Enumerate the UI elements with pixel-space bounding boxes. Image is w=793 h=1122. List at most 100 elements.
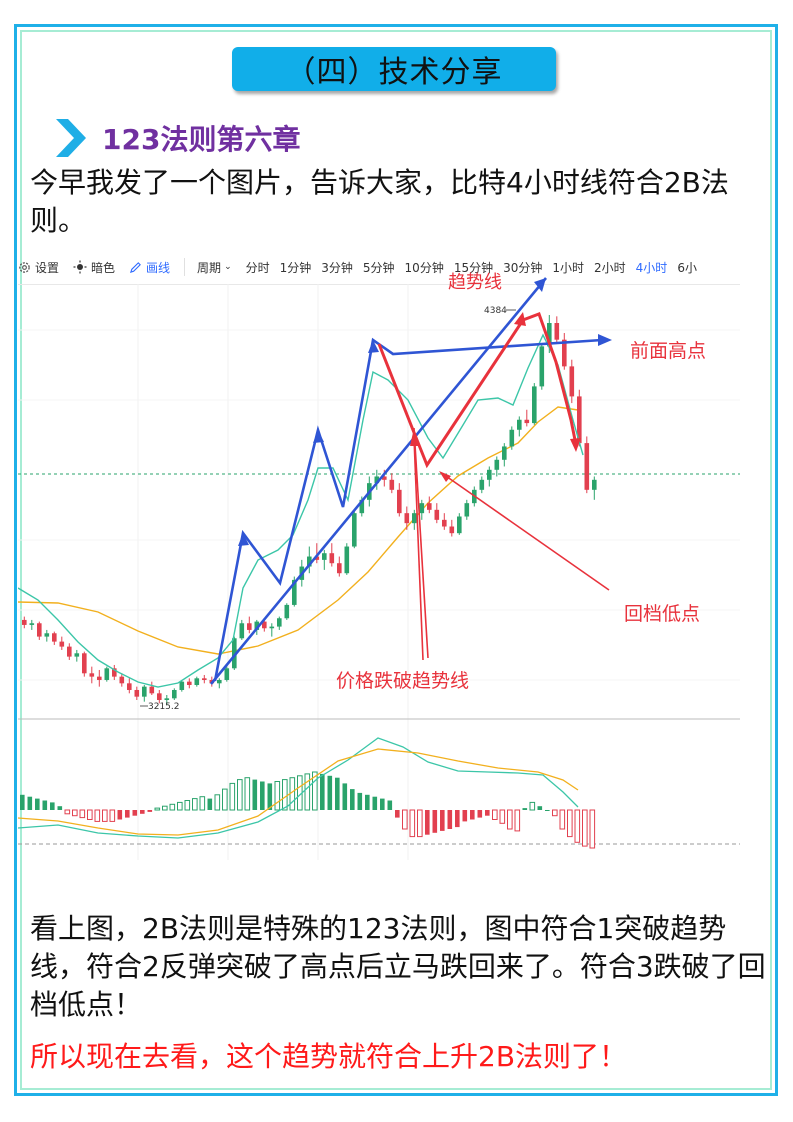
pencil-icon bbox=[130, 261, 141, 273]
period-option[interactable]: 30分钟 bbox=[503, 260, 543, 275]
period-dropdown[interactable]: 周期 ⌄ bbox=[197, 259, 232, 276]
chart-screenshot: 设置 暗色 画线 周期 ⌄ 分时 1分钟 3分钟 5分钟 1 bbox=[18, 250, 740, 860]
macd-bar bbox=[462, 810, 468, 822]
macd-bar bbox=[79, 809, 86, 819]
macd-bar bbox=[50, 802, 55, 810]
settings-label: 设置 bbox=[35, 260, 60, 275]
page-title: （四）技术分享 bbox=[285, 55, 503, 90]
period-option[interactable]: 5分钟 bbox=[362, 260, 395, 275]
candles bbox=[22, 315, 597, 705]
macd-bar bbox=[222, 788, 228, 811]
macd-bar bbox=[282, 779, 288, 811]
dark-mode-button[interactable]: 暗色 bbox=[73, 259, 115, 276]
candle-body bbox=[277, 618, 282, 627]
candle-body bbox=[134, 689, 140, 697]
period-label: 周期 bbox=[197, 260, 222, 275]
macd-bar bbox=[357, 792, 363, 810]
outer-frame bbox=[14, 24, 778, 1096]
period-option-active[interactable]: 4小时 bbox=[635, 260, 668, 275]
macd-bar bbox=[57, 806, 63, 810]
candle-body bbox=[442, 519, 447, 527]
candle-body bbox=[202, 678, 207, 680]
break-trend-label: 价格跌破趋势线 bbox=[336, 670, 469, 692]
pullback-low-label: 回档低点 bbox=[624, 603, 700, 625]
macd-bar bbox=[499, 809, 506, 824]
candle-body bbox=[434, 509, 440, 520]
period-option[interactable]: 1分钟 bbox=[279, 260, 312, 275]
candle-body bbox=[464, 503, 470, 517]
period-option[interactable]: 3分钟 bbox=[321, 260, 353, 275]
macd-bar bbox=[304, 773, 311, 811]
period-option[interactable]: 2小时 bbox=[594, 260, 626, 275]
macd-bar bbox=[559, 809, 566, 830]
candle-body bbox=[479, 479, 485, 490]
macd-bar bbox=[64, 809, 71, 815]
macd-bar bbox=[252, 779, 258, 810]
chart-toolbar: 设置 暗色 画线 周期 ⌄ 分时 1分钟 3分钟 5分钟 1 bbox=[18, 250, 740, 285]
trend-line-label: 趋势线 bbox=[448, 272, 502, 293]
candle-body bbox=[149, 686, 155, 694]
macd-bar bbox=[342, 783, 348, 810]
macd-bar bbox=[537, 806, 543, 810]
candle-body bbox=[292, 579, 297, 605]
candle-body bbox=[562, 339, 567, 367]
candle-body bbox=[217, 679, 222, 684]
candle-body bbox=[67, 646, 72, 657]
macd-bar bbox=[169, 803, 176, 811]
macd-bar bbox=[440, 810, 445, 831]
explanation-paragraph: 看上图，2B法则是特殊的123法则，图中符合1突破趋势线，符合2反弹突破了高点后… bbox=[30, 912, 766, 1021]
candle-body bbox=[449, 526, 455, 534]
macd-bar bbox=[199, 796, 206, 811]
macd-bar bbox=[365, 794, 370, 810]
candle-body bbox=[329, 553, 335, 564]
macd-bar bbox=[567, 809, 573, 838]
candle-body bbox=[179, 681, 185, 690]
period-option[interactable]: 1小时 bbox=[552, 260, 585, 275]
macd-bar bbox=[327, 775, 333, 810]
macd-bar bbox=[447, 810, 453, 829]
candle-body bbox=[427, 503, 432, 510]
macd-dif-line bbox=[18, 737, 579, 839]
toolbar-divider bbox=[184, 258, 186, 276]
draw-line-button[interactable]: 画线 bbox=[129, 259, 170, 276]
macd-bar bbox=[409, 809, 416, 838]
macd-bar bbox=[154, 807, 161, 811]
period-option[interactable]: 15分钟 bbox=[453, 260, 494, 275]
period-option[interactable]: 10分钟 bbox=[404, 260, 444, 275]
macd-bar bbox=[117, 810, 123, 820]
candle-body bbox=[419, 503, 425, 514]
macd-bar bbox=[350, 789, 355, 810]
candle-body bbox=[509, 429, 515, 447]
macd-bar bbox=[244, 777, 251, 811]
candle-body bbox=[502, 446, 507, 460]
candle-body bbox=[389, 479, 395, 490]
macd-bar bbox=[335, 777, 340, 810]
candle-body bbox=[142, 686, 147, 697]
high-price-label: 4384 bbox=[484, 306, 507, 316]
macd-bar bbox=[455, 810, 460, 828]
macd-bar bbox=[94, 809, 101, 822]
settings-button[interactable]: 设置 bbox=[18, 259, 59, 276]
candle-body bbox=[577, 396, 582, 444]
period-option[interactable]: 分时 bbox=[245, 260, 270, 275]
candlestick-chart: 4384 3215.2 趋势线 前面高点 回档低点 价格跌破趋势线 bbox=[18, 272, 740, 860]
candle-body bbox=[307, 556, 312, 567]
candle-body bbox=[404, 513, 410, 524]
macd-bar bbox=[425, 810, 430, 835]
chart-grid bbox=[18, 284, 740, 860]
macd-bar bbox=[140, 810, 145, 814]
ma-fast-line bbox=[18, 333, 584, 688]
macd-bar bbox=[20, 794, 25, 810]
candle-body bbox=[22, 619, 27, 625]
macd-bar bbox=[35, 798, 40, 810]
candle-body bbox=[359, 499, 365, 514]
macd-bar bbox=[102, 809, 108, 822]
candle-body bbox=[262, 621, 267, 629]
section-heading: 123法则第六章 bbox=[102, 123, 301, 156]
macd-bar bbox=[260, 781, 265, 810]
macd-bar bbox=[387, 800, 393, 810]
period-option[interactable]: 6小 bbox=[677, 260, 697, 275]
candle-body bbox=[112, 668, 117, 677]
macd-bar bbox=[312, 771, 318, 811]
ma-slow-line bbox=[18, 406, 579, 655]
